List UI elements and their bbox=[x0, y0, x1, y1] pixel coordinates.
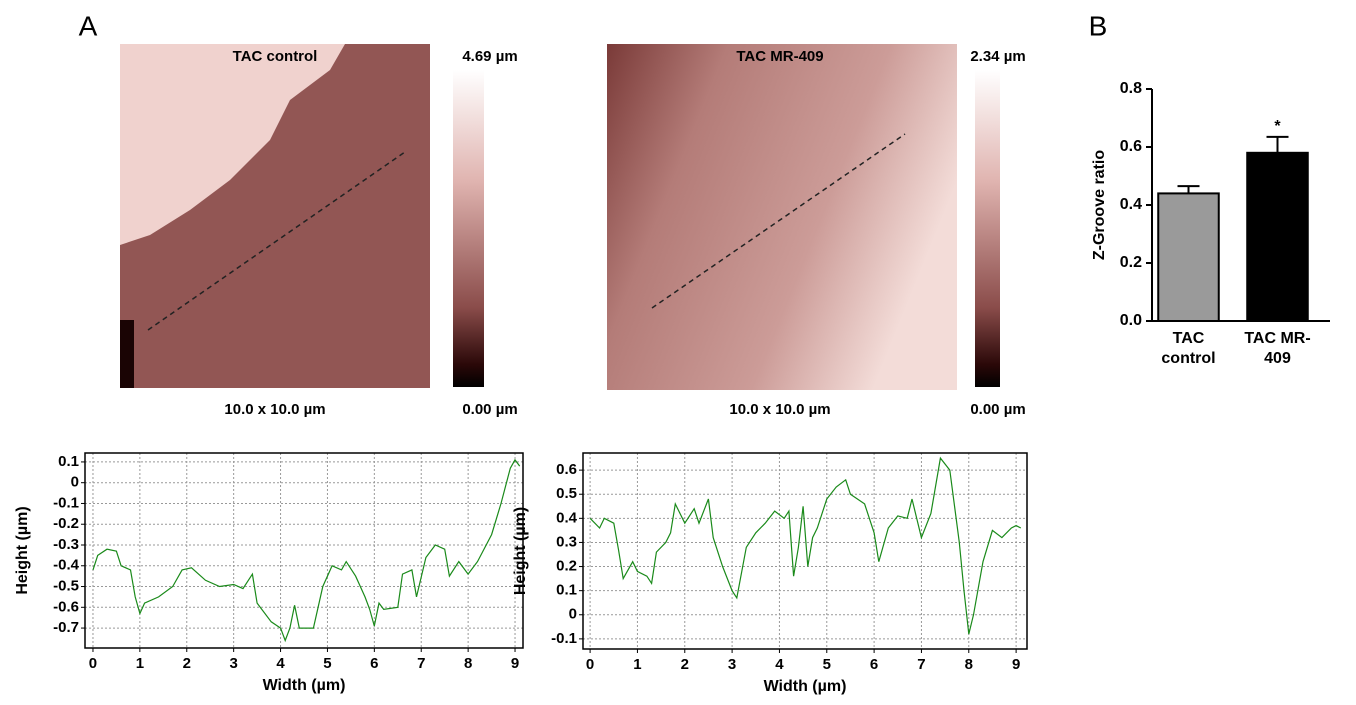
x-tick-label: 9 bbox=[511, 655, 519, 672]
y-tick-label: 0.0 bbox=[1120, 312, 1142, 329]
x-tick-label: 2 bbox=[183, 655, 191, 672]
x-tick-label: TAC MR-409 bbox=[1244, 330, 1311, 367]
y-tick-label: 0 bbox=[71, 474, 79, 491]
bar bbox=[1157, 192, 1220, 322]
plot-frame bbox=[582, 452, 1028, 650]
profile-line bbox=[589, 456, 1022, 635]
x-axis-title: Width (µm) bbox=[764, 678, 847, 695]
y-tick-label: 0.1 bbox=[58, 453, 79, 470]
y-axis-title: Height (µm) bbox=[512, 507, 529, 595]
significance-label: * bbox=[1274, 118, 1281, 135]
x-tick-label: 5 bbox=[323, 655, 331, 672]
image-title: TAC control bbox=[233, 48, 318, 65]
panel-label: A bbox=[79, 10, 98, 41]
x-tick-label: 8 bbox=[464, 655, 472, 672]
x-tick-label: 2 bbox=[681, 656, 689, 673]
y-tick-label: 0.2 bbox=[556, 558, 577, 575]
y-axis-title: Height (µm) bbox=[14, 506, 31, 594]
x-tick-label: 6 bbox=[370, 655, 378, 672]
profile-line bbox=[92, 458, 521, 643]
y-tick-label: -0.4 bbox=[53, 557, 80, 574]
y-tick-label: 0.1 bbox=[556, 582, 577, 599]
afm-image bbox=[120, 44, 484, 388]
afm-image bbox=[607, 44, 1000, 390]
y-tick-label: -0.7 bbox=[53, 619, 79, 636]
y-tick-label: 0.2 bbox=[1120, 254, 1142, 271]
y-tick-label: 0.4 bbox=[1120, 196, 1142, 213]
x-tick-label: 0 bbox=[586, 656, 594, 673]
x-tick-label: 1 bbox=[633, 656, 641, 673]
x-tick-label: 7 bbox=[917, 656, 925, 673]
x-axis-title: Width (µm) bbox=[263, 677, 346, 694]
x-tick-label: 5 bbox=[823, 656, 831, 673]
x-tick-label: 7 bbox=[417, 655, 425, 672]
x-tick-label: 1 bbox=[136, 655, 144, 672]
y-tick-label: 0.4 bbox=[556, 509, 578, 526]
colorbar-min: 0.00 µm bbox=[462, 401, 517, 418]
y-tick-label: 0.3 bbox=[556, 533, 577, 550]
bar bbox=[1246, 151, 1309, 322]
y-tick-label: 0.6 bbox=[556, 461, 577, 478]
y-axis-title: Z-Groove ratio bbox=[1091, 150, 1108, 260]
y-tick-label: -0.2 bbox=[53, 515, 79, 532]
y-tick-label: -0.1 bbox=[551, 630, 577, 647]
colorbar-max: 2.34 µm bbox=[970, 48, 1025, 65]
x-tick-label: 4 bbox=[276, 655, 285, 672]
y-tick-label: 0 bbox=[569, 606, 577, 623]
colorbar-min: 0.00 µm bbox=[970, 401, 1025, 418]
x-tick-label: 6 bbox=[870, 656, 878, 673]
x-tick-label: 3 bbox=[728, 656, 736, 673]
y-tick-label: 0.6 bbox=[1120, 138, 1142, 155]
y-tick-label: -0.3 bbox=[53, 536, 79, 553]
x-tick-label: 3 bbox=[229, 655, 237, 672]
panel-label: B bbox=[1089, 10, 1108, 41]
y-tick-label: -0.5 bbox=[53, 577, 79, 594]
x-tick-label: 8 bbox=[965, 656, 973, 673]
y-tick-label: 0.5 bbox=[556, 485, 577, 502]
colorbar-max: 4.69 µm bbox=[462, 48, 517, 65]
image-size: 10.0 x 10.0 µm bbox=[729, 401, 830, 418]
y-tick-label: -0.6 bbox=[53, 598, 79, 615]
x-tick-label: 9 bbox=[1012, 656, 1020, 673]
image-size: 10.0 x 10.0 µm bbox=[224, 401, 325, 418]
x-tick-label: 4 bbox=[775, 656, 784, 673]
y-tick-label: 0.8 bbox=[1120, 80, 1142, 97]
x-tick-label: 0 bbox=[89, 655, 97, 672]
image-title: TAC MR-409 bbox=[736, 48, 823, 65]
y-tick-label: -0.1 bbox=[53, 494, 79, 511]
plot-frame bbox=[84, 452, 524, 649]
x-tick-label: TAC control bbox=[1161, 330, 1216, 367]
